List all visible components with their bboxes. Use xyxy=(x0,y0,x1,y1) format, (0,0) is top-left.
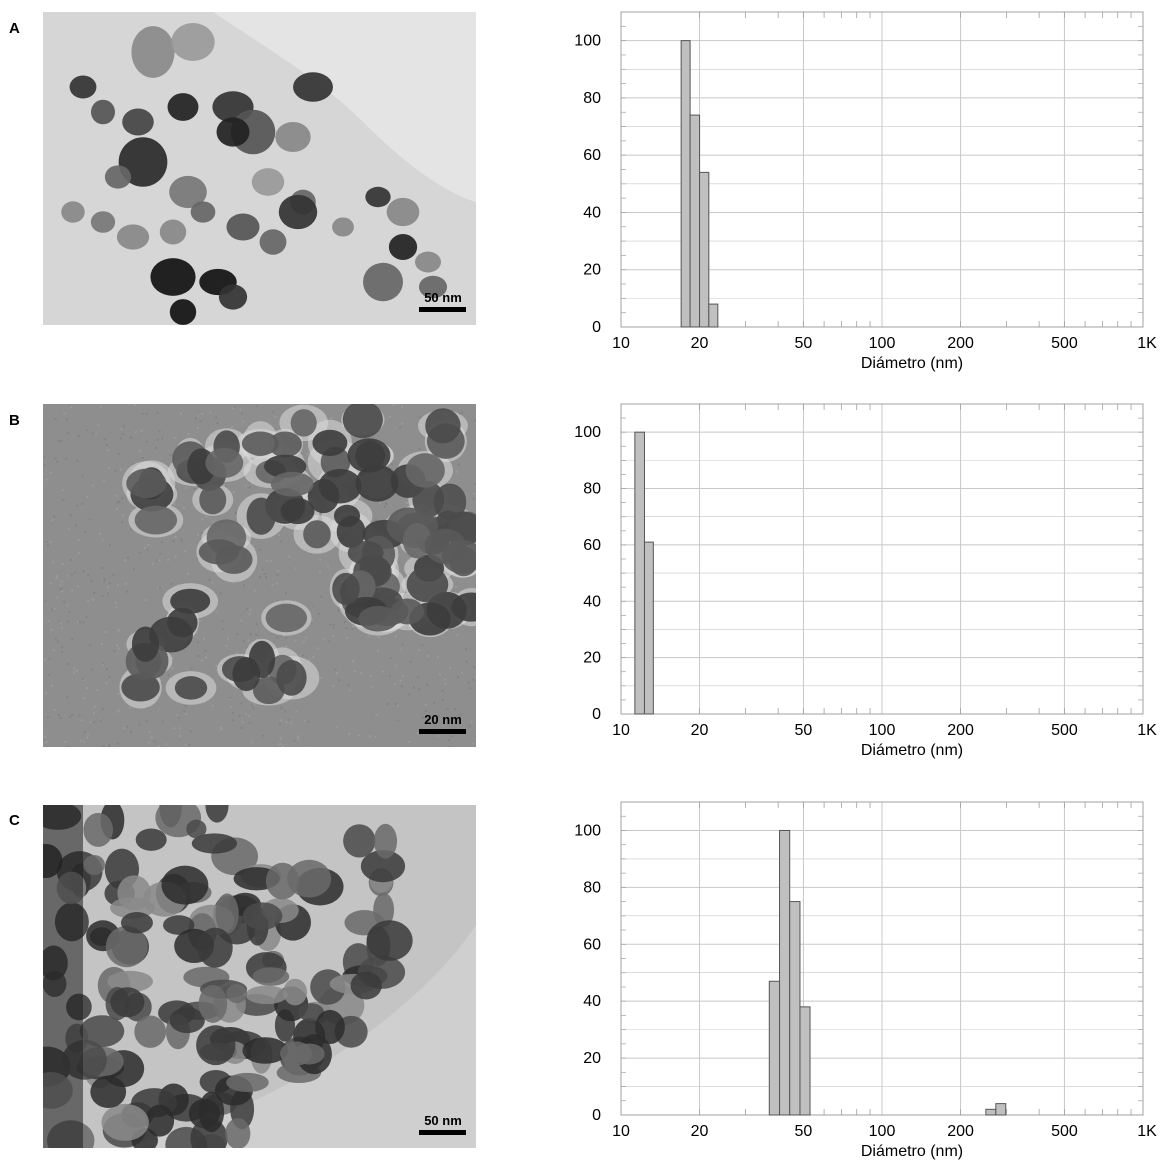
y-tick-label: 40 xyxy=(583,993,601,1010)
y-tick-label: 40 xyxy=(583,204,601,221)
y-tick-label: 80 xyxy=(583,481,601,498)
x-axis-label: Diámetro (nm) xyxy=(861,355,963,372)
panel-letter-c: C xyxy=(9,812,20,829)
y-tick-label: 80 xyxy=(583,879,601,896)
histogram-bar xyxy=(995,1103,1007,1116)
x-tick-label: 200 xyxy=(947,335,974,352)
x-tick-label: 10 xyxy=(612,335,630,352)
histogram-bar xyxy=(643,541,654,715)
histogram-bar xyxy=(634,431,645,715)
x-tick-label: 100 xyxy=(869,1123,896,1140)
x-tick-label: 50 xyxy=(795,1123,813,1140)
histogram-bar xyxy=(768,980,781,1116)
y-tick-label: 60 xyxy=(583,147,601,164)
size-distribution-chart-b: 0 20 40 60 80 100 10 20 50 100 200 500 1K Diámetro (n… xyxy=(550,392,1171,782)
y-tick-label: 0 xyxy=(592,319,601,336)
histogram-bar xyxy=(708,303,719,328)
panel-letter-a: A xyxy=(9,20,20,37)
x-tick-label: 200 xyxy=(947,722,974,739)
y-tick-label: 20 xyxy=(583,262,601,279)
scale-bar-label: 50 nm xyxy=(424,290,462,305)
size-distribution-chart-a: 0 20 40 60 80 100 10 20 50 100 200 500 1K Diámetro (n… xyxy=(550,0,1171,392)
y-tick-label: 0 xyxy=(592,1107,601,1124)
x-tick-label: 50 xyxy=(795,722,813,739)
histogram-bar xyxy=(680,40,691,328)
y-tick-label: 20 xyxy=(583,650,601,667)
x-tick-label: 1K xyxy=(1137,335,1157,352)
y-tick-label: 0 xyxy=(592,706,601,723)
x-tick-label: 50 xyxy=(795,335,813,352)
x-tick-label: 20 xyxy=(691,335,709,352)
scale-bar: 50 nm xyxy=(419,290,466,312)
x-tick-label: 500 xyxy=(1051,722,1078,739)
histogram-bar xyxy=(699,171,710,328)
scale-bar-label: 20 nm xyxy=(424,712,462,727)
panel-letter-b: B xyxy=(9,412,20,429)
y-tick-label: 100 xyxy=(574,424,601,441)
y-tick-label: 20 xyxy=(583,1050,601,1067)
x-tick-label: 100 xyxy=(869,335,896,352)
y-tick-label: 60 xyxy=(583,537,601,554)
scale-bar: 20 nm xyxy=(419,712,466,734)
size-distribution-chart-c: 0 20 40 60 80 100 10 20 50 100 200 500 1K Diámetro (n… xyxy=(550,790,1171,1176)
y-tick-label: 100 xyxy=(574,33,601,50)
histogram-bar xyxy=(985,1108,997,1116)
histogram-bar xyxy=(689,114,701,328)
x-tick-label: 1K xyxy=(1137,722,1157,739)
x-axis-label: Diámetro (nm) xyxy=(861,742,963,759)
tem-micrograph-b: 20 nm xyxy=(43,404,476,747)
scale-bar-label: 50 nm xyxy=(424,1113,462,1128)
x-tick-label: 500 xyxy=(1051,1123,1078,1140)
scale-bar: 50 nm xyxy=(419,1113,466,1135)
y-tick-label: 60 xyxy=(583,936,601,953)
y-tick-label: 80 xyxy=(583,90,601,107)
x-tick-label: 20 xyxy=(691,1123,709,1140)
y-tick-label: 40 xyxy=(583,593,601,610)
tem-micrograph-a: 50 nm xyxy=(43,12,476,325)
x-tick-label: 200 xyxy=(947,1123,974,1140)
x-tick-label: 10 xyxy=(612,722,630,739)
x-tick-label: 10 xyxy=(612,1123,630,1140)
x-axis-label: Diámetro (nm) xyxy=(861,1143,963,1160)
histogram-bar xyxy=(789,901,801,1116)
x-tick-label: 1K xyxy=(1137,1123,1157,1140)
tem-micrograph-c: 50 nm xyxy=(43,805,476,1148)
x-tick-label: 100 xyxy=(869,722,896,739)
histogram-bar xyxy=(799,1006,811,1116)
x-tick-label: 20 xyxy=(691,722,709,739)
x-tick-label: 500 xyxy=(1051,335,1078,352)
histogram-bar xyxy=(779,829,791,1116)
y-tick-label: 100 xyxy=(574,822,601,839)
